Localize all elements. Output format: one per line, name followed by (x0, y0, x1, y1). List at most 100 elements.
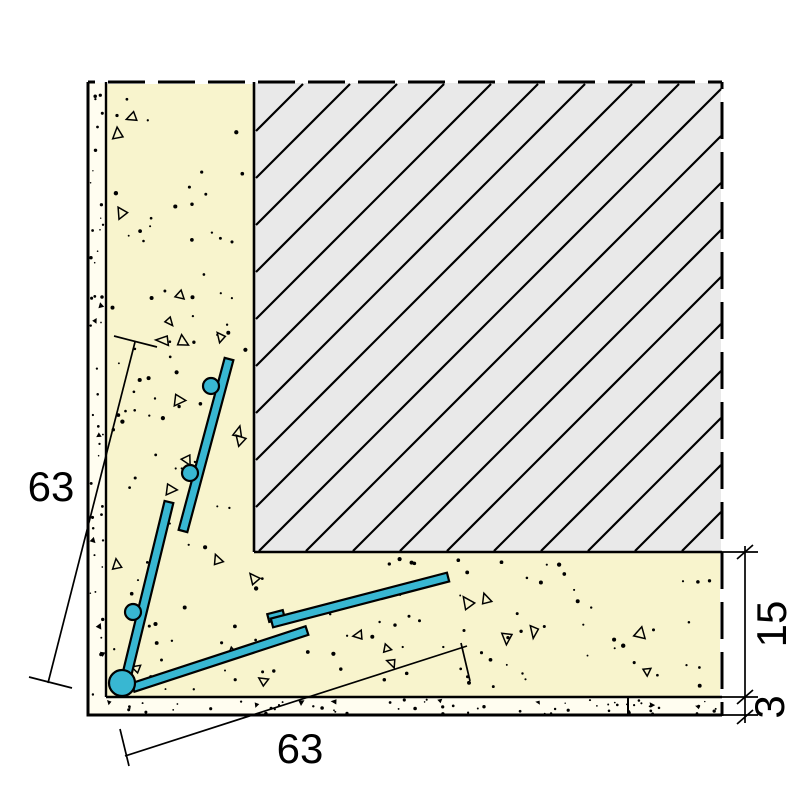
speckle-triangle (95, 623, 102, 630)
speckle-dot (261, 670, 265, 674)
speckle-dot (182, 605, 187, 610)
speckle-dot (96, 425, 100, 428)
speckle-dot (640, 702, 643, 705)
speckle-dot (312, 705, 315, 708)
speckle-dot (91, 693, 95, 696)
speckle-dot (714, 707, 717, 710)
speckle-dot (97, 454, 100, 457)
speckle-triangle (330, 699, 337, 705)
speckle-dot (174, 467, 177, 470)
speckle-dot (459, 594, 462, 597)
speckle-triangle (176, 332, 190, 346)
speckle-dot (409, 560, 414, 565)
speckle-dot (413, 706, 417, 711)
speckle-dot (370, 634, 375, 639)
speckle-dot (339, 667, 343, 671)
speckle-dot (333, 709, 335, 712)
speckle-triangle (165, 482, 179, 497)
speckle-dot (412, 561, 417, 566)
speckle-dot (637, 699, 641, 702)
speckle-dot (149, 296, 154, 300)
speckle-dot (378, 620, 381, 624)
speckle-dot (145, 561, 149, 564)
hatch-line (493, 323, 722, 552)
hatch-line (255, 83, 539, 367)
speckle-dot (562, 572, 567, 576)
speckle-dot (466, 711, 470, 714)
speckle-triangle (163, 315, 174, 328)
speckle-triangle (124, 110, 138, 122)
speckle-dot (93, 554, 96, 557)
speckle-dot (148, 414, 151, 417)
speckle-triangle (462, 595, 477, 612)
speckle-dot (633, 704, 636, 707)
speckle-triangle (649, 702, 656, 708)
speckle-dot (89, 481, 93, 485)
speckle-dot (94, 590, 97, 593)
speckle-dot (203, 545, 208, 550)
speckle-dot (101, 223, 105, 226)
speckle-dot (99, 228, 101, 231)
speckle-dot (575, 599, 580, 604)
speckle-triangle (535, 700, 540, 705)
speckle-dot (613, 647, 616, 650)
wall-fill (255, 83, 721, 552)
speckle-dot (113, 648, 116, 651)
speckle-dot (124, 409, 127, 413)
speckle-dot (177, 404, 181, 409)
speckle-dot (698, 666, 701, 669)
speckle-dot (657, 706, 661, 710)
speckle-dot (93, 294, 97, 298)
speckle-triangle (500, 632, 514, 647)
speckle-triangle (235, 434, 248, 448)
speckle-dot (423, 701, 426, 703)
speckle-dot (588, 699, 592, 702)
speckle-dot (253, 586, 259, 591)
profile-perforation-hole (201, 376, 221, 396)
speckle-triangle (107, 700, 112, 706)
speckle-dot (174, 370, 179, 375)
speckle-dot (168, 340, 172, 343)
dim-value-base-coat: 15 (748, 601, 795, 648)
speckle-triangle (96, 432, 102, 438)
speckle-dot (100, 321, 102, 324)
speckle-dot (200, 170, 204, 174)
speckle-dot (612, 637, 617, 642)
speckle-dot (89, 256, 93, 260)
speckle-dot (590, 606, 593, 609)
speckle-dot (96, 125, 99, 129)
speckle-dot (89, 324, 92, 327)
speckle-dot (127, 708, 131, 712)
speckle-dot (160, 416, 165, 421)
speckle-dot (712, 709, 716, 713)
speckle-dot (685, 663, 688, 667)
speckle-dot (239, 700, 243, 703)
speckle-triangle (437, 698, 443, 704)
speckle-dot (170, 639, 174, 643)
speckle-triangle (382, 642, 394, 654)
speckle-dot (101, 617, 105, 622)
speckle-dot (707, 579, 712, 583)
speckle-dot (149, 225, 152, 228)
speckle-dot (101, 433, 104, 436)
speckle-triangle (298, 700, 305, 706)
speckle-dot (621, 643, 626, 648)
speckle-dot (95, 367, 99, 370)
speckle-dot (566, 708, 570, 712)
wall-section (255, 83, 722, 552)
speckle-dot (607, 709, 611, 713)
speckle-dot (281, 701, 284, 704)
speckle-dot (488, 657, 493, 662)
speckle-triangle (641, 667, 653, 678)
speckle-dot (136, 579, 140, 582)
speckle-dot (129, 591, 134, 596)
speckle-dot (305, 650, 310, 654)
speckle-dot (96, 250, 99, 253)
dim-tick (460, 642, 471, 682)
hatch-line (305, 135, 722, 552)
speckle-dot (334, 710, 337, 713)
speckle-dot (615, 703, 619, 707)
speckle-dot (172, 709, 175, 711)
